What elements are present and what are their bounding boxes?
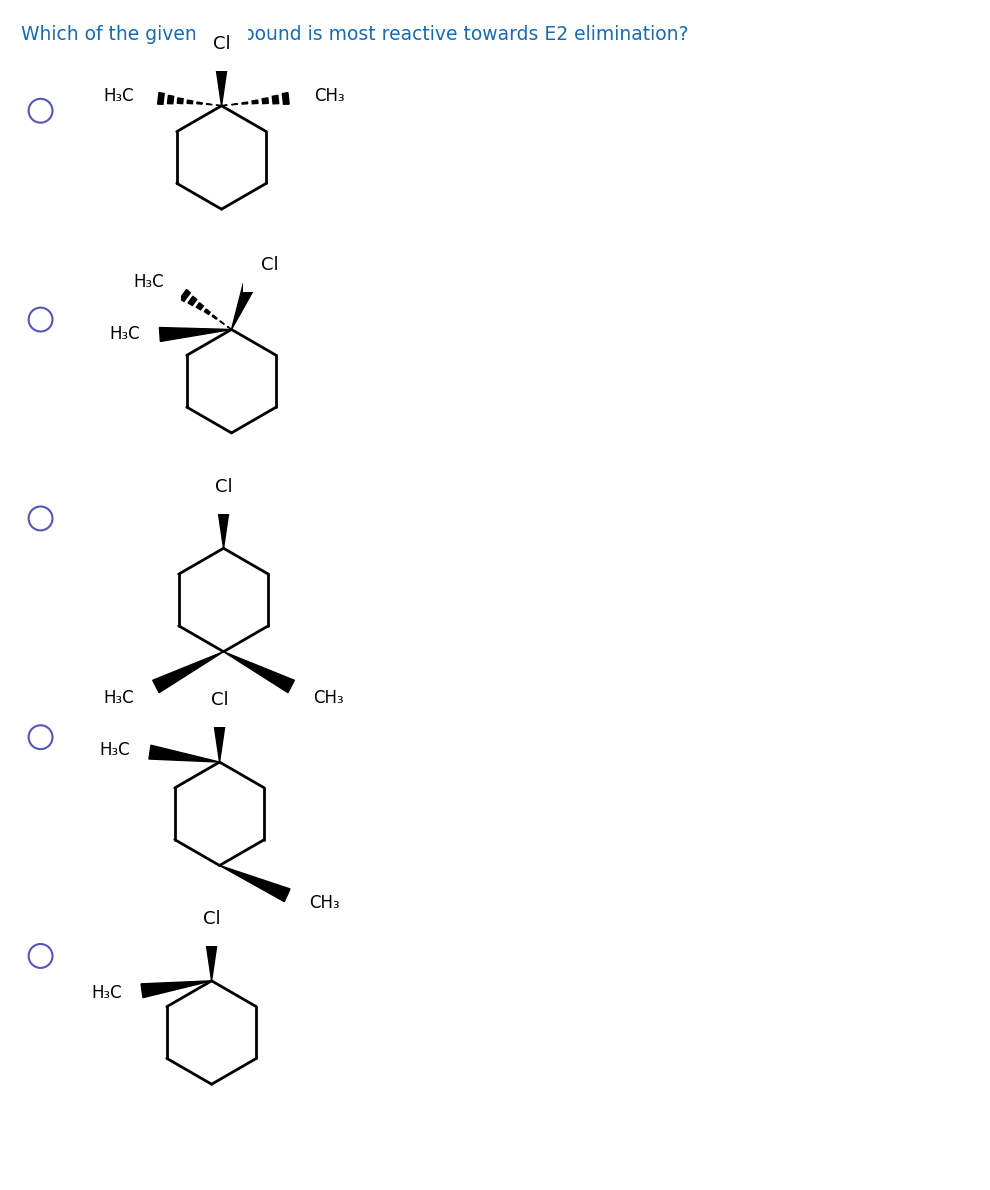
- Polygon shape: [167, 95, 173, 104]
- Polygon shape: [187, 100, 193, 104]
- Polygon shape: [196, 302, 203, 309]
- Polygon shape: [141, 981, 212, 997]
- Polygon shape: [177, 98, 183, 104]
- Text: Cl: Cl: [213, 36, 231, 54]
- Polygon shape: [262, 98, 268, 104]
- Text: Which of the given compound is most reactive towards E2 elimination?: Which of the given compound is most reac…: [21, 25, 688, 44]
- Polygon shape: [282, 93, 289, 105]
- Text: H₃C: H₃C: [103, 87, 134, 105]
- Text: CH₃: CH₃: [313, 689, 344, 707]
- Polygon shape: [215, 58, 229, 106]
- Polygon shape: [220, 865, 290, 902]
- Polygon shape: [252, 100, 258, 104]
- Text: H₃C: H₃C: [91, 984, 122, 1002]
- Polygon shape: [232, 277, 257, 330]
- Polygon shape: [212, 315, 217, 319]
- Polygon shape: [205, 933, 219, 981]
- Text: Cl: Cl: [215, 477, 233, 495]
- Text: Cl: Cl: [261, 256, 279, 274]
- Polygon shape: [157, 93, 164, 105]
- Polygon shape: [213, 714, 227, 762]
- Text: Cl: Cl: [203, 910, 221, 928]
- Polygon shape: [152, 652, 224, 693]
- Polygon shape: [159, 327, 232, 342]
- Text: CH₃: CH₃: [314, 87, 345, 105]
- Text: H₃C: H₃C: [99, 741, 130, 759]
- Text: H₃C: H₃C: [134, 273, 164, 290]
- Text: CH₃: CH₃: [309, 894, 340, 913]
- Polygon shape: [228, 326, 232, 330]
- Text: H₃C: H₃C: [103, 689, 134, 707]
- Text: Cl: Cl: [211, 691, 229, 709]
- Polygon shape: [148, 745, 220, 762]
- Polygon shape: [179, 289, 190, 301]
- Polygon shape: [242, 102, 248, 105]
- Polygon shape: [204, 309, 210, 314]
- Polygon shape: [188, 296, 197, 306]
- Polygon shape: [197, 102, 202, 105]
- Polygon shape: [220, 321, 224, 324]
- Polygon shape: [272, 95, 279, 104]
- Polygon shape: [217, 501, 231, 549]
- Polygon shape: [224, 652, 294, 693]
- Text: H₃C: H₃C: [109, 326, 140, 344]
